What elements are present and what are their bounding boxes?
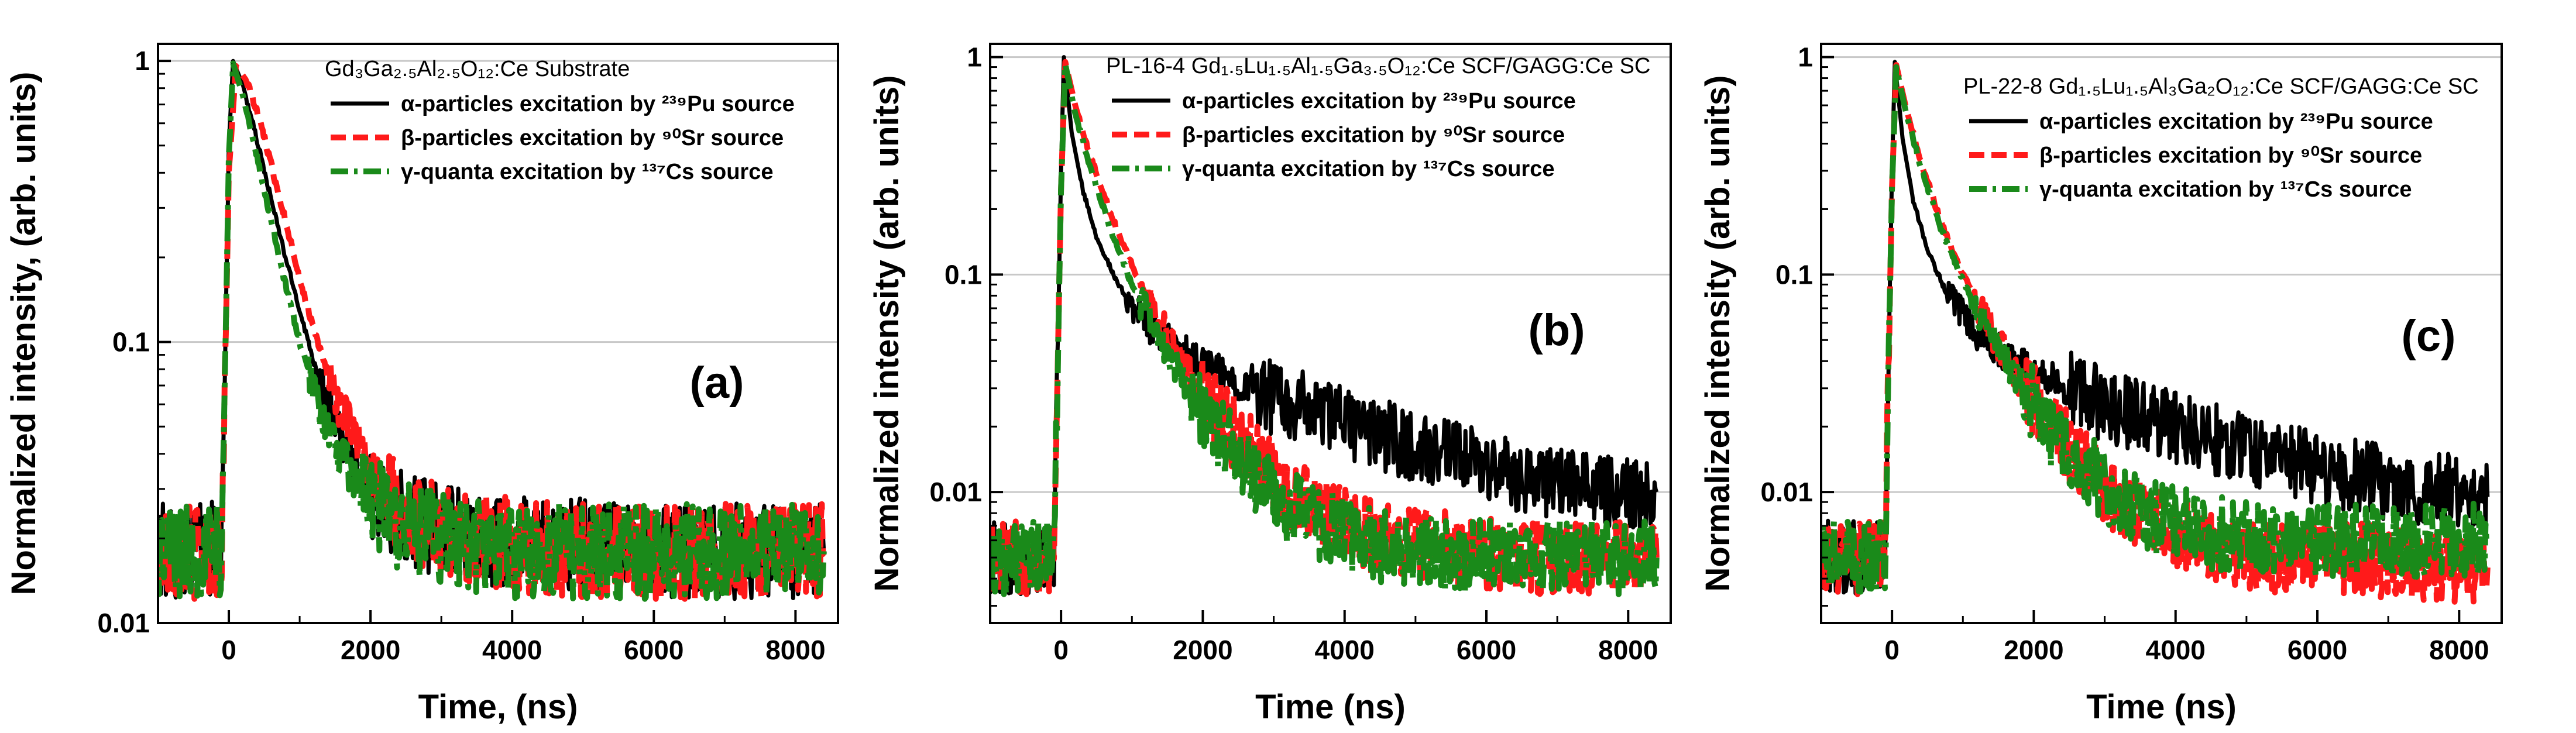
y-tick-label: 0.1 (1775, 259, 1813, 290)
y-tick-label: 0.01 (929, 477, 982, 507)
y-tick-label: 1 (967, 42, 982, 73)
legend-title: PL-22-8 Gd₁.₅Lu₁.₅Al₃Ga₂O₁₂:Ce SCF/GAGG:… (1963, 74, 2479, 99)
series-line-gamma (158, 60, 827, 602)
panel-label: (c) (2402, 311, 2456, 361)
series-line-gamma (1821, 64, 2491, 595)
x-tick-label: 4000 (2146, 635, 2206, 665)
panel-3: 0.01 0.1 1 0 2000 4000 6000 8000 Time (ns) Normal… (1699, 42, 2503, 726)
x-tick-label: 8000 (2429, 635, 2489, 665)
legend-label: α-particles excitation by ²³⁹Pu source (401, 92, 795, 116)
panel-label: (a) (690, 358, 744, 408)
series-line-alpha (990, 55, 1659, 596)
legend-label: β-particles excitation by ⁹⁰Sr source (401, 126, 784, 150)
y-tick-label: 0.1 (944, 259, 982, 290)
legend-label: β-particles excitation by ⁹⁰Sr source (2039, 143, 2422, 168)
x-tick-label: 8000 (1598, 635, 1658, 665)
series-line-alpha (1821, 60, 2490, 596)
x-tick-label: 8000 (765, 635, 825, 665)
y-tick-label: 0.01 (1760, 477, 1813, 507)
x-tick-label: 0 (1884, 635, 1900, 665)
x-tick-label: 4000 (482, 635, 542, 665)
x-tick-label: 0 (221, 635, 236, 665)
legend-label: β-particles excitation by ⁹⁰Sr source (1182, 123, 1565, 147)
x-axis-title: Time, (ns) (418, 688, 578, 726)
legend-label: α-particles excitation by ²³⁹Pu source (1182, 89, 1576, 113)
legend-label: γ-quanta excitation by ¹³⁷Cs source (401, 160, 773, 184)
plot-frame (1820, 43, 2503, 624)
legend-label: γ-quanta excitation by ¹³⁷Cs source (1182, 157, 1554, 181)
plot-frame (157, 43, 839, 624)
panel-2: 0.01 0.1 1 0 2000 4000 6000 8000 Time (ns) Normal… (868, 42, 1672, 726)
x-tick-label: 2000 (1173, 635, 1232, 665)
panel-label: (b) (1528, 305, 1585, 355)
y-axis-title: Normalized intensity (arb. units) (868, 75, 906, 592)
legend-title: Gd₃Ga₂.₅Al₂.₅O₁₂:Ce Substrate (325, 57, 630, 81)
y-tick-label: 0.01 (97, 608, 150, 638)
y-axis-title: Normalized intensity (arb. units) (1699, 75, 1737, 592)
x-tick-label: 2000 (2004, 635, 2063, 665)
panel-1: 0.01 0.1 1 0 2000 4000 6000 8000 Time, (ns) Norma… (5, 43, 839, 726)
series-group (1821, 60, 2491, 605)
legend-title: PL-16-4 Gd₁.₅Lu₁.₅Al₁.₅Ga₃.₅O₁₂:Ce SCF/G… (1106, 54, 1650, 78)
y-tick-label: 1 (1798, 42, 1813, 73)
x-tick-label: 2000 (341, 635, 400, 665)
x-axis-title: Time (ns) (2086, 688, 2237, 726)
x-tick-label: 4000 (1315, 635, 1375, 665)
x-tick-label: 6000 (2288, 635, 2347, 665)
x-tick-label: 0 (1053, 635, 1069, 665)
series-group (158, 58, 827, 602)
plot-frame (989, 43, 1672, 624)
y-tick-label: 1 (135, 46, 150, 76)
x-tick-label: 6000 (624, 635, 684, 665)
legend-label: γ-quanta excitation by ¹³⁷Cs source (2039, 177, 2412, 202)
series-line-gamma (990, 61, 1660, 597)
y-tick-label: 0.1 (112, 327, 150, 357)
x-tick-label: 6000 (1457, 635, 1516, 665)
series-group (990, 55, 1660, 597)
x-axis-title: Time (ns) (1255, 688, 1406, 726)
y-axis-title: Normalized intensity, (arb. units) (5, 72, 43, 596)
legend-label: α-particles excitation by ²³⁹Pu source (2039, 109, 2433, 134)
